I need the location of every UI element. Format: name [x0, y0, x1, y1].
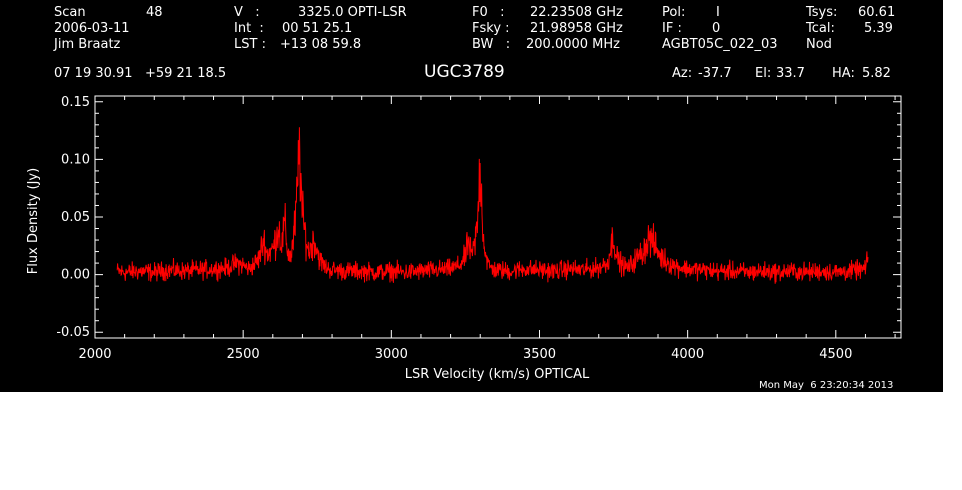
observation-date: 2006-03-11	[54, 21, 130, 36]
y-tick-label: -0.05	[56, 325, 90, 340]
if-label: IF :	[662, 21, 682, 36]
x-tick-label: 2500	[227, 347, 260, 362]
x-tick-label: 4500	[819, 347, 852, 362]
if-value: 0	[712, 21, 721, 36]
tsys-value: 60.61	[858, 5, 896, 20]
x-tick-label: 2000	[78, 347, 111, 362]
scan-value: 48	[146, 5, 163, 20]
source-coordinates: 07 19 30.91 +59 21 18.5	[54, 66, 227, 81]
integration-label: Int :	[234, 21, 264, 36]
bandwidth-label: BW :	[472, 37, 511, 52]
polarization-value: I	[716, 5, 720, 20]
x-tick-label: 3000	[375, 347, 408, 362]
x-tick-label: 3500	[523, 347, 556, 362]
observer-name: Jim Braatz	[54, 37, 121, 52]
y-tick-label: 0.00	[61, 268, 90, 283]
spectrum-trace	[116, 127, 869, 284]
rest-frequency-label: F0 :	[472, 5, 505, 20]
elevation-value: 33.7	[776, 66, 805, 81]
sky-frequency-label: Fsky :	[472, 21, 510, 36]
x-axis-label: LSR Velocity (km/s) OPTICAL	[405, 367, 590, 382]
observing-mode: Nod	[806, 37, 832, 52]
rest-frequency-value: 22.23508 GHz	[530, 5, 623, 20]
lst-label: LST :	[234, 37, 266, 52]
y-tick-label: 0.05	[61, 210, 90, 225]
hour-angle-label: HA:	[832, 66, 855, 81]
lst-value: +13 08 59.8	[280, 37, 362, 52]
hour-angle-value: 5.82	[862, 66, 891, 81]
velocity-label: V :	[234, 5, 260, 20]
tcal-label: Tcal:	[806, 21, 835, 36]
velocity-value: 3325.0 OPTI-LSR	[298, 5, 407, 20]
plot-frame	[94, 95, 902, 339]
polarization-label: Pol:	[662, 5, 686, 20]
sky-frequency-value: 21.98958 GHz	[530, 21, 623, 36]
tsys-label: Tsys:	[806, 5, 838, 20]
azimuth-value: -37.7	[698, 66, 732, 81]
plot-timestamp: Mon May 6 23:20:34 2013	[759, 380, 894, 391]
y-tick-label: 0.15	[61, 95, 90, 110]
azimuth-label: Az:	[672, 66, 693, 81]
scan-label: Scan	[54, 5, 86, 20]
project-id: AGBT05C_022_03	[662, 37, 778, 52]
y-axis-label: Flux Density (Jy)	[26, 168, 41, 274]
source-name: UGC3789	[424, 62, 505, 82]
bandwidth-value: 200.0000 MHz	[526, 37, 620, 52]
elevation-label: El:	[755, 66, 772, 81]
spectrum-chart: 2000 2500 3000 3500 4000 4500 -0.05 0.00 0.05 0.…	[26, 95, 902, 382]
spectrum-panel: Scan 48 2006-03-11 Jim Braatz V : 3325.0…	[0, 0, 943, 392]
y-tick-label: 0.10	[61, 152, 90, 167]
integration-value: 00 51 25.1	[282, 21, 353, 36]
x-tick-label: 4000	[671, 347, 704, 362]
tcal-value: 5.39	[864, 21, 893, 36]
